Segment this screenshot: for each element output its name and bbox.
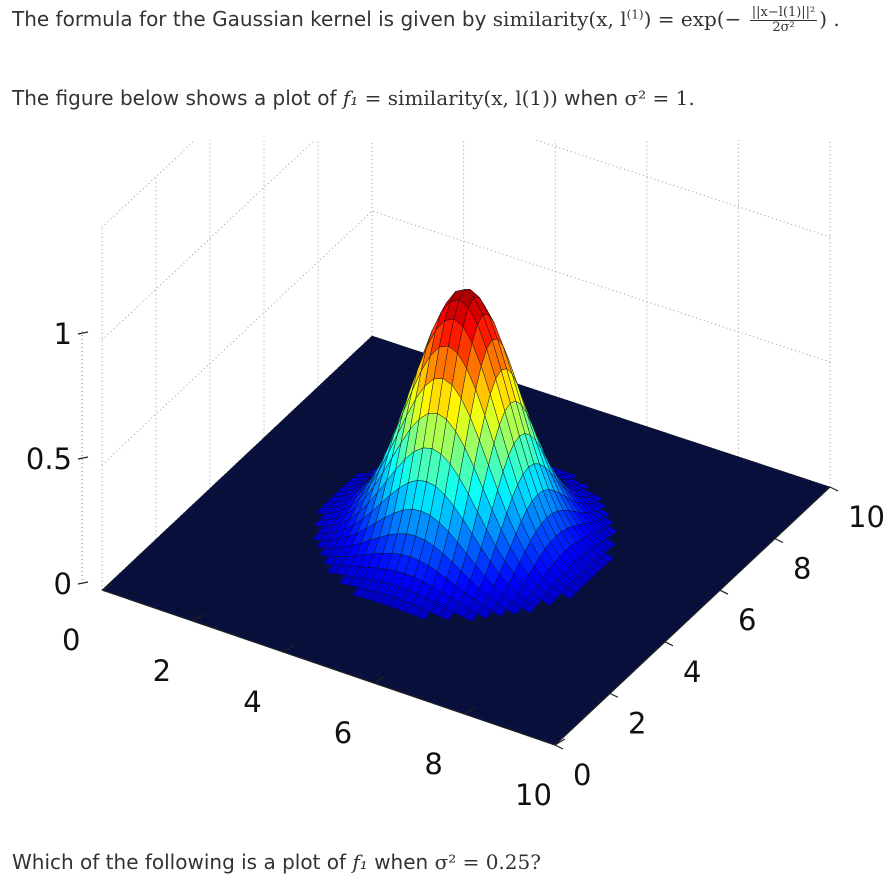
x-tick-label: 0 (62, 623, 80, 657)
x-tick-label: 10 (515, 778, 552, 812)
x-tick-label: 8 (424, 747, 442, 781)
grid-line (101, 210, 831, 466)
y-tick-mark (664, 641, 674, 647)
y-tick-label: 4 (683, 655, 701, 689)
formula-lhs: similarity(x, l (492, 7, 627, 31)
x-tick-mark (282, 645, 294, 653)
y-tick-label: 6 (738, 603, 756, 637)
y-tick-label: 0 (573, 758, 591, 792)
y-tick-label: 2 (628, 706, 646, 740)
x-tick-mark (192, 614, 203, 622)
formula-tail: ) . (819, 7, 840, 31)
z-tick-mark (77, 331, 89, 335)
y-tick-label: 10 (848, 500, 885, 534)
question-line: Which of the following is a plot of f₁ w… (12, 850, 541, 874)
question-when: when (374, 850, 429, 874)
caption-f1: f₁ (342, 86, 359, 110)
formula-superscript: (1) (626, 7, 644, 22)
y-tick-mark (774, 538, 784, 544)
intro-lead: The formula for the Gaussian kernel is g… (12, 7, 487, 31)
question-lead: Which of the following is a plot of (12, 850, 347, 874)
fraction-numerator: ||x−l(1)||² (749, 5, 818, 21)
z-tick-label: 1 (54, 317, 72, 351)
x-tick-label: 4 (243, 685, 261, 719)
axis-lines (81, 329, 831, 746)
x-tick-label: 2 (153, 654, 171, 688)
grid-line (101, 140, 831, 341)
x-axis-line (101, 589, 556, 746)
z-tick-label: 0 (54, 567, 72, 601)
question-sigma: σ² = 0.25? (434, 850, 541, 874)
z-tick-label: 0.5 (26, 442, 72, 476)
intro-line: The formula for the Gaussian kernel is g… (12, 6, 840, 35)
caption-lead: The figure below shows a plot of (12, 86, 337, 110)
surface-mesh (101, 289, 831, 746)
x-tick-label: 6 (334, 716, 352, 750)
z-tick-mark (77, 581, 89, 585)
x-tick-mark (101, 583, 113, 591)
question-f1: f₁ (352, 850, 368, 874)
grid-line (101, 140, 196, 228)
y-tick-label: 8 (793, 552, 811, 586)
figure-caption: The figure below shows a plot of f₁ = si… (12, 86, 695, 110)
formula-fraction: ||x−l(1)||² 2σ² (749, 5, 818, 35)
x-tick-mark (464, 707, 475, 715)
y-tick-mark (554, 744, 564, 750)
gaussian-surface-plot: 0 2 4 6 8 10 0 2 4 6 8 10 0 0.5 1 (26, 140, 885, 812)
x-tick-mark (554, 738, 566, 746)
y-tick-mark (719, 589, 729, 595)
x-tick-mark (373, 676, 385, 684)
y-axis-line (554, 486, 831, 746)
caption-when: when (564, 86, 619, 110)
y-tick-mark (609, 692, 619, 698)
fraction-denominator: 2σ² (772, 20, 795, 35)
z-tick-mark (77, 456, 89, 460)
caption-sigma: σ² = 1. (624, 86, 695, 110)
formula-eq: ) = exp(− (643, 7, 742, 31)
y-tick-mark (829, 486, 839, 492)
tick-labels: 0 2 4 6 8 10 0 2 4 6 8 10 0 0.5 1 (26, 317, 885, 812)
caption-expr: = similarity(x, l(1)) (358, 86, 558, 110)
